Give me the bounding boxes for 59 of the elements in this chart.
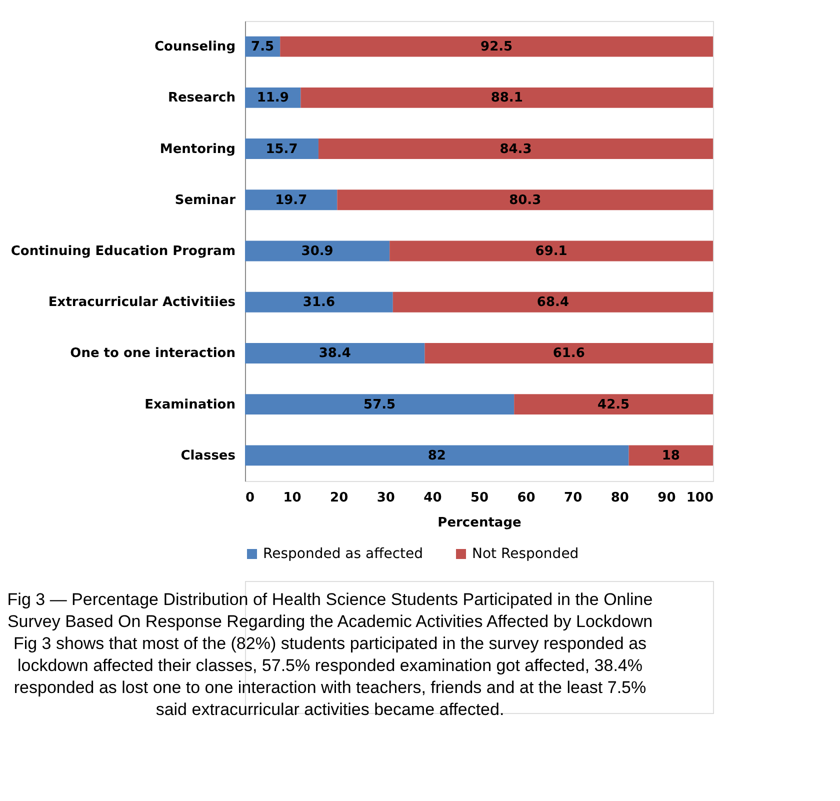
data-label: 30.9: [301, 244, 334, 259]
x-tick-label: 50: [470, 490, 489, 506]
data-label: 7.5: [251, 40, 274, 55]
x-tick-label: 40: [424, 490, 442, 506]
bar: [337, 190, 713, 210]
data-label: 18: [662, 448, 680, 464]
legend-label: Responded as affected: [263, 546, 424, 562]
y-tick-label: Examination: [144, 397, 236, 412]
data-label: 88.1: [490, 90, 523, 106]
bar: [245, 190, 338, 210]
bar: [245, 343, 425, 364]
bar: [514, 394, 713, 415]
x-tick-label: 100: [686, 490, 714, 506]
y-tick-label: Extracurricular Activitiies: [48, 295, 236, 310]
data-label: 68.4: [536, 295, 569, 310]
y-tick-label: Continuing Education Program: [10, 244, 236, 259]
bar: [300, 87, 713, 108]
bar: [245, 394, 514, 415]
caption: Fig 3 — Percentage Distribution of Health Science Students Participated in the Online Survey Based On Response Regarding the Academic Activities Affected by Lockdown: [7, 590, 653, 631]
x-tick-label: 0: [246, 490, 255, 506]
x-tick-label: 80: [610, 490, 629, 506]
bar: [280, 36, 713, 57]
bar: [245, 240, 390, 262]
bar: [245, 138, 318, 159]
y-tick-label: Seminar: [174, 192, 236, 208]
bar: [628, 445, 713, 466]
bar: [424, 343, 713, 364]
bar: [390, 240, 713, 262]
data-label: 11.9: [256, 90, 289, 106]
bar: [245, 292, 393, 312]
legend-label: Not Responded: [472, 546, 579, 562]
x-tick-label: 70: [564, 490, 582, 506]
bar: [245, 445, 629, 466]
data-label: 61.6: [552, 346, 585, 362]
data-label: 69.1: [535, 244, 568, 259]
data-label: 82: [428, 448, 446, 464]
y-tick-label: Counseling: [154, 40, 236, 55]
data-label: 31.6: [302, 295, 335, 310]
x-tick-label: 10: [283, 490, 302, 506]
y-tick-label: Research: [168, 90, 236, 106]
data-label: 57.5: [364, 397, 396, 412]
bar: [318, 138, 713, 159]
data-label: 84.3: [500, 142, 532, 157]
data-label: 92.5: [480, 40, 513, 55]
x-tick-label: 60: [517, 490, 536, 506]
y-tick-label: Mentoring: [160, 142, 236, 157]
data-label: 15.7: [266, 142, 298, 157]
data-label: 80.3: [509, 192, 542, 208]
data-label: 42.5: [598, 397, 630, 412]
x-tick-label: 20: [330, 490, 348, 506]
data-label: 19.7: [275, 192, 308, 208]
x-tick-label: 30: [376, 490, 395, 506]
bar: [392, 292, 713, 312]
caption: Fig 3 shows that most of the (82%) students participated in the survey responded as lockdown affected their classes, 57.5% responded examination got affected, 38.4% responded as lost one to one interaction with teachers, friends and at the least 7.5% said extracurricular activities became affected.: [13, 634, 647, 719]
x-axis-title: Percentage: [438, 516, 522, 530]
data-label: 38.4: [318, 346, 351, 362]
x-tick-label: 90: [658, 490, 676, 506]
y-tick-label: One to one interaction: [70, 346, 236, 362]
y-tick-label: Classes: [180, 448, 236, 464]
